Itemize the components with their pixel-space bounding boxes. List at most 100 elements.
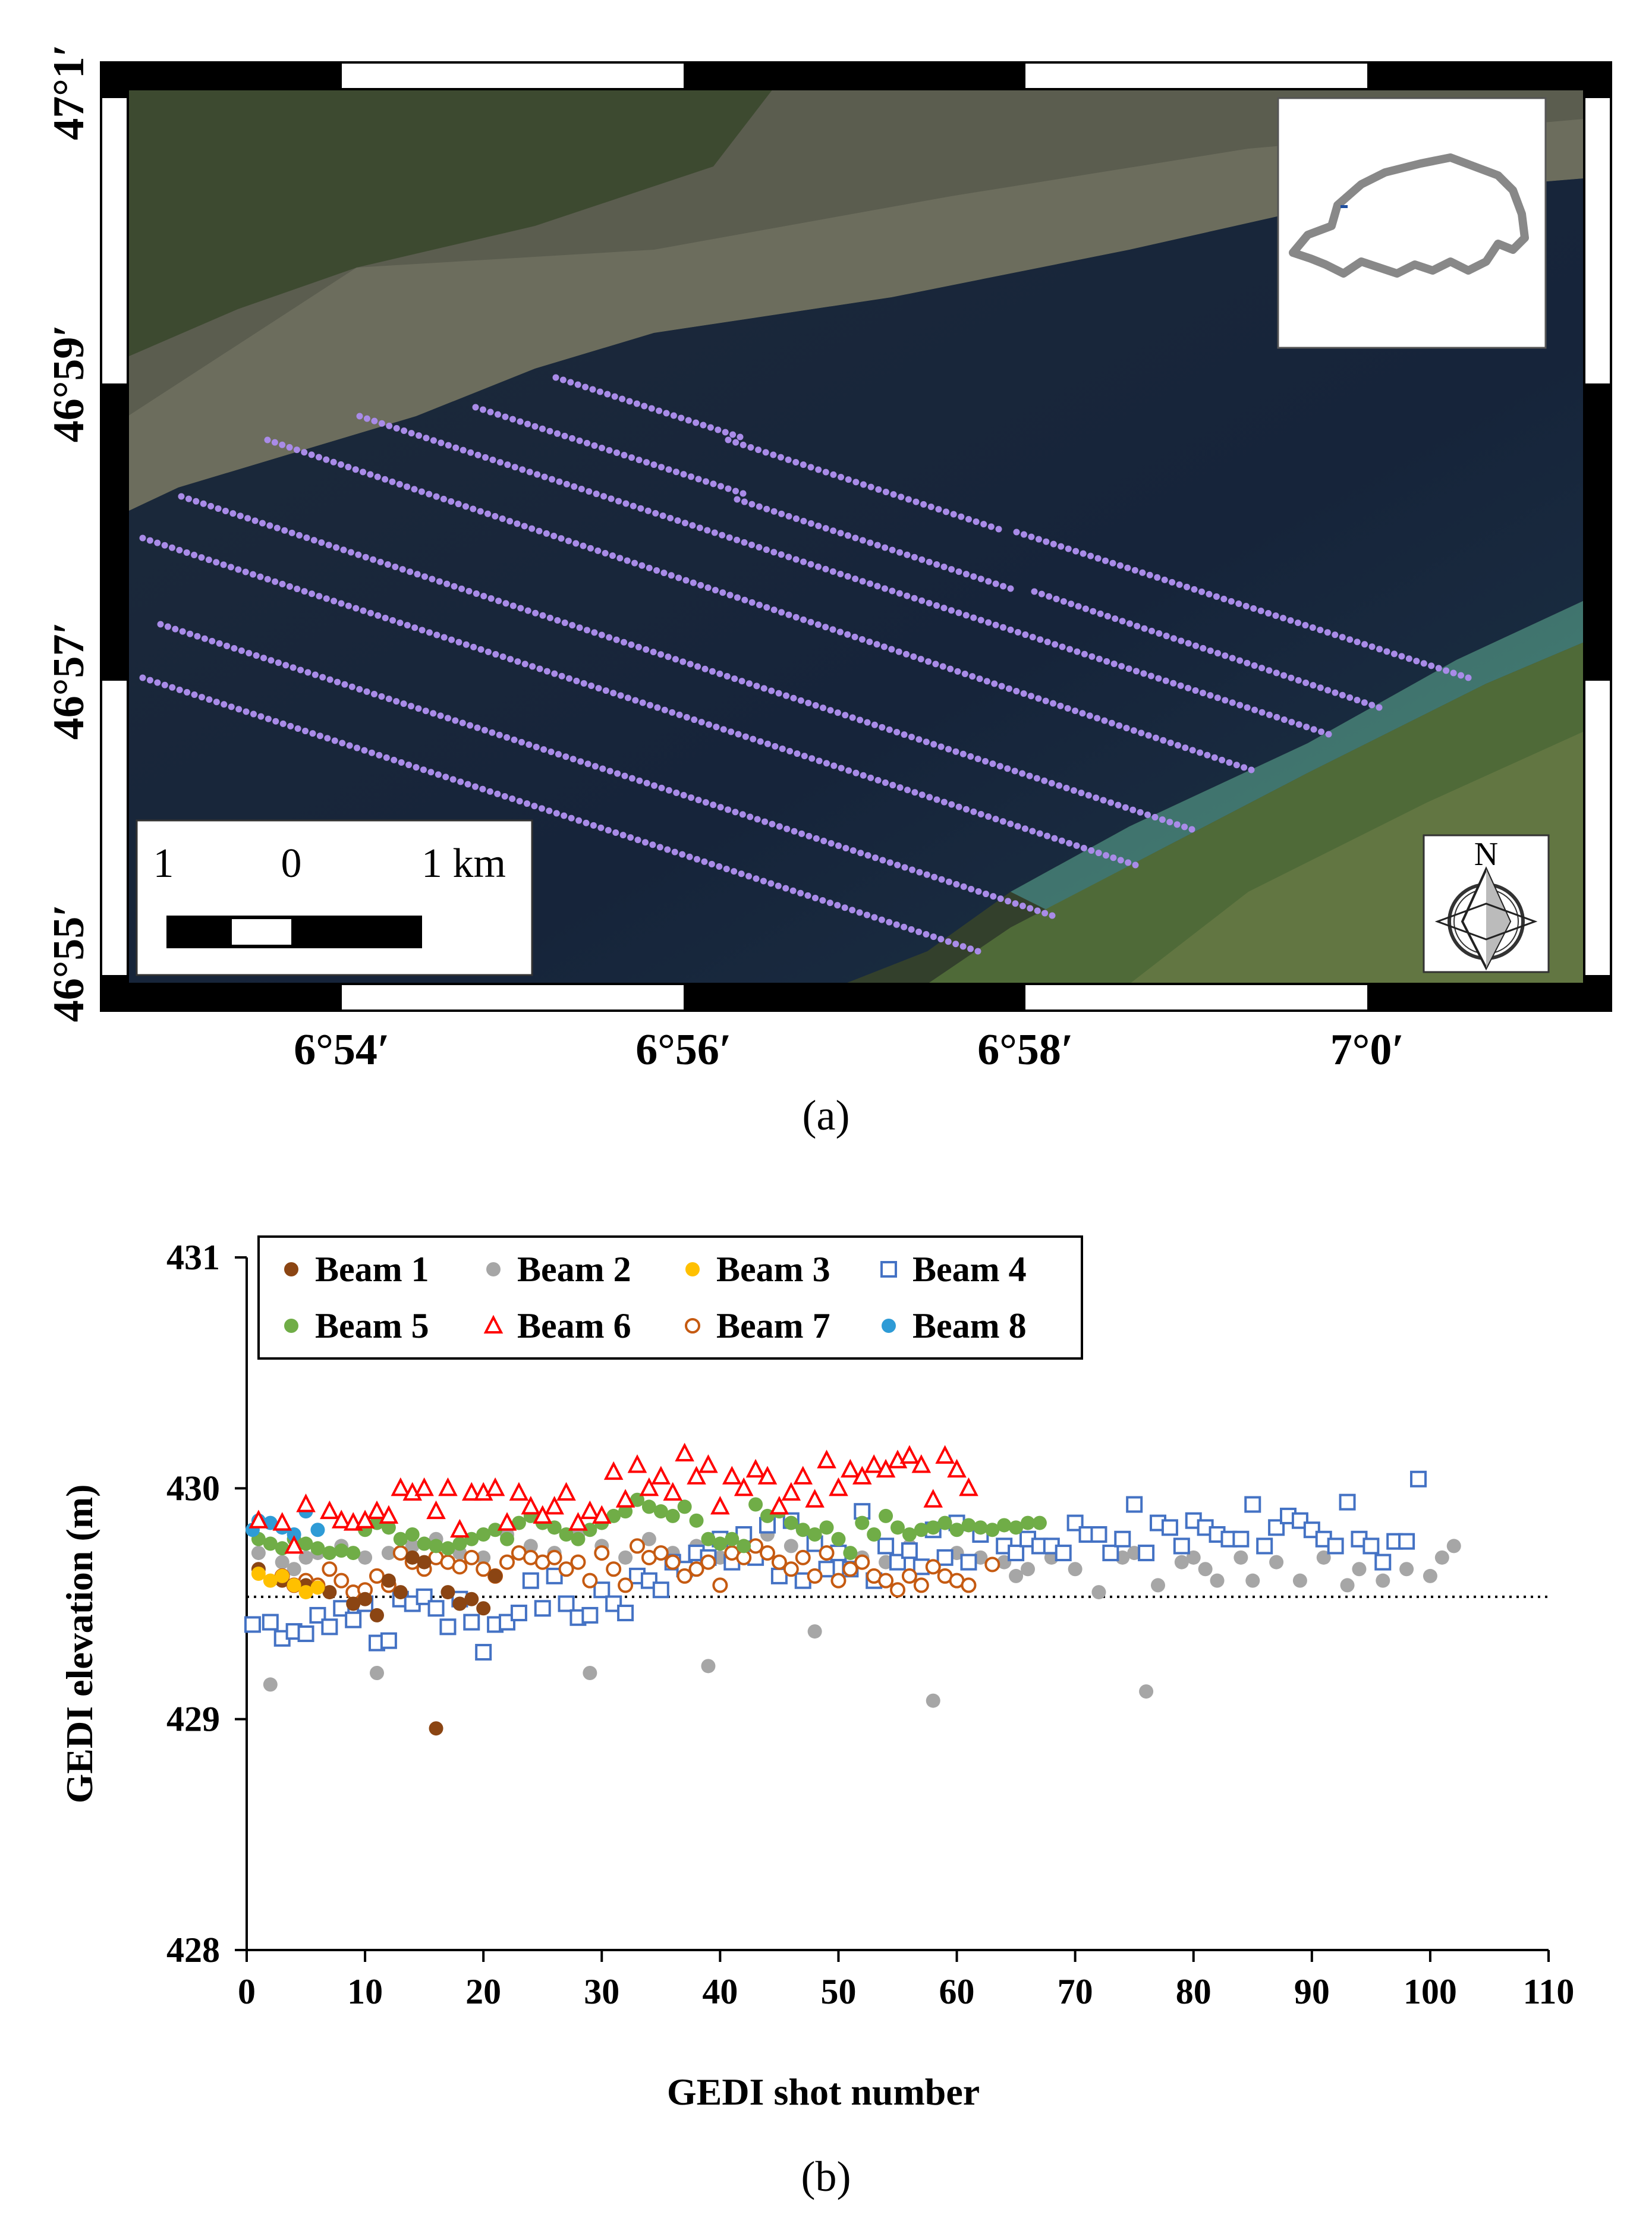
gedi-footprint [1085,792,1092,799]
data-point [499,1614,515,1631]
gedi-footprint [440,634,448,641]
gedi-footprint [213,699,220,706]
gedi-footprint [814,563,822,570]
gedi-footprint [1056,782,1063,789]
data-point [583,1666,597,1680]
gedi-footprint [1068,600,1075,608]
gedi-footprint [882,489,889,495]
gedi-footprint [748,541,755,548]
data-points [244,1442,1461,1736]
gedi-footprint [656,844,663,851]
gedi-footprint [296,532,303,539]
gedi-footprint [568,814,575,822]
data-point [925,1559,941,1575]
gedi-track [157,621,1056,919]
gedi-footprint [591,442,598,449]
gedi-footprint [739,811,746,818]
gedi-footprint [1206,590,1213,597]
gedi-footprint [361,747,368,754]
data-point [497,1512,517,1531]
gedi-footprint [707,424,714,431]
gedi-footprint [923,931,930,938]
data-point [689,1513,704,1528]
x-tick-label: 110 [1523,1972,1575,2011]
gedi-footprint [1063,785,1070,792]
gedi-track [139,674,981,955]
data-point [935,1445,955,1464]
gedi-footprint [945,746,952,753]
data-point [298,1585,313,1600]
gedi-footprint [1117,857,1124,864]
gedi-footprint [750,735,757,743]
data-point [877,1537,895,1555]
gedi-footprint [756,503,763,510]
gedi-footprint [901,923,908,930]
data-point [476,1601,491,1616]
gedi-footprint [583,819,590,826]
gedi-footprint [1163,633,1170,640]
legend-item: Beam 4 [880,1250,1027,1289]
gedi-footprint [531,423,539,430]
gedi-footprint [1465,674,1472,681]
gedi-footprint [514,658,521,665]
gedi-footprint [1131,567,1138,574]
gedi-footprint [393,424,400,432]
gedi-footprint [852,575,859,583]
gedi-footprint [619,395,626,402]
gedi-footprint [679,851,686,858]
gedi-footprint [599,444,605,451]
gedi-footprint [1140,670,1147,677]
gedi-footprint [487,595,495,602]
gedi-footprint [536,665,543,672]
gedi-footprint [404,622,411,629]
gedi-footprint [1073,842,1080,849]
data-point [287,1562,301,1577]
gedi-footprint [789,887,797,894]
legend-box [257,1235,1083,1360]
gedi-footprint [1139,569,1146,576]
gedi-footprint [648,405,655,412]
gedi-footprint [901,864,908,871]
gedi-footprint [169,684,176,691]
gedi-footprint [874,583,881,590]
gedi-footprint [800,461,807,468]
gedi-footprint [760,685,767,692]
gedi-footprint [279,720,287,727]
gedi-footprint [517,605,524,612]
data-point [630,1538,645,1554]
gedi-footprint [731,868,738,875]
gedi-footprint [706,721,713,728]
gedi-footprint [852,479,860,486]
gedi-footprint [777,454,784,461]
y-axis-label: GEDI elevation (m) [58,1485,100,1804]
gedi-footprint [1125,665,1132,672]
legend-label: Beam 5 [315,1306,429,1345]
gedi-footprint [418,488,425,495]
gedi-footprint [451,583,458,590]
gedi-footprint [294,586,301,593]
gedi-footprint [164,623,171,630]
gedi-footprint [937,743,945,750]
switzerland-inset-icon [1277,97,1547,349]
gedi-footprint [694,856,701,863]
gedi-footprint [1070,787,1077,794]
gedi-footprint [1166,819,1173,826]
gedi-footprint [687,661,694,668]
data-point [1008,1545,1025,1562]
data-point [345,1611,362,1628]
gedi-footprint [947,665,954,672]
gedi-footprint [767,880,775,887]
gedi-footprint [731,675,738,683]
gedi-footprint [1019,770,1026,777]
gedi-footprint [385,696,392,703]
gedi-footprint [738,678,745,685]
gedi-footprint [528,525,536,532]
gedi-footprint [980,521,987,528]
gedi-footprint [911,595,918,602]
gedi-footprint [465,587,473,595]
gedi-footprint [633,400,640,407]
gedi-footprint [253,652,260,659]
gedi-footprint [694,663,701,670]
data-point [698,1454,718,1473]
data-point [331,1509,351,1529]
